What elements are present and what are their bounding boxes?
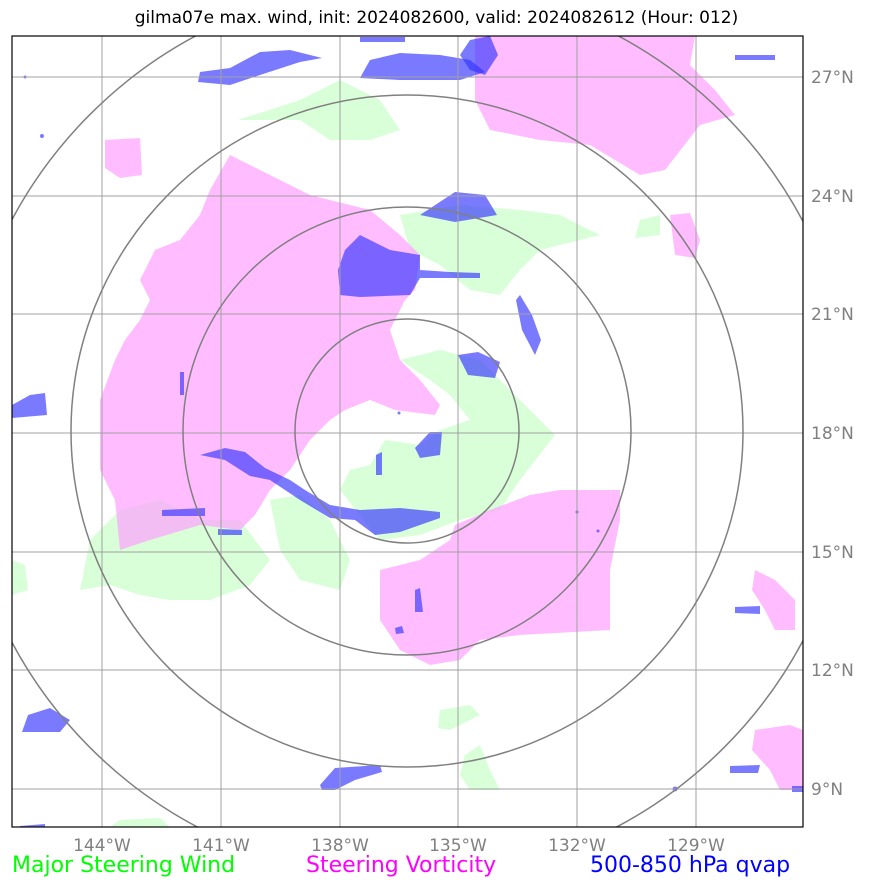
range-rings xyxy=(12,36,803,827)
qvap-layer xyxy=(12,36,803,827)
lon-tick: 135°W xyxy=(429,836,487,856)
lat-tick: 12°N xyxy=(811,661,854,681)
lon-tick: 129°W xyxy=(667,836,725,856)
longitude-ticks: 144°W 141°W 138°W 135°W 132°W 129°W xyxy=(73,836,725,856)
latitude-ticks: 27°N 24°N 21°N 18°N 15°N 12°N 9°N xyxy=(811,68,854,800)
lat-tick: 27°N xyxy=(811,68,854,88)
legend-steering-vorticity: Steering Vorticity xyxy=(306,853,497,878)
map-title: gilma07e max. wind, init: 2024082600, va… xyxy=(134,8,739,28)
lon-tick: 141°W xyxy=(192,836,250,856)
legend-steering-wind: Major Steering Wind xyxy=(12,853,236,878)
lon-tick: 138°W xyxy=(311,836,369,856)
lat-tick: 24°N xyxy=(811,187,854,207)
graticule xyxy=(12,36,803,827)
lat-tick: 21°N xyxy=(811,305,854,325)
map-frame xyxy=(11,35,804,828)
lat-tick: 15°N xyxy=(811,543,854,563)
legend-qvap: 500-850 hPa qvap xyxy=(590,853,791,878)
lon-tick: 144°W xyxy=(73,836,131,856)
lat-tick: 9°N xyxy=(811,780,843,800)
lon-tick: 132°W xyxy=(548,836,606,856)
lat-tick: 18°N xyxy=(811,424,854,444)
